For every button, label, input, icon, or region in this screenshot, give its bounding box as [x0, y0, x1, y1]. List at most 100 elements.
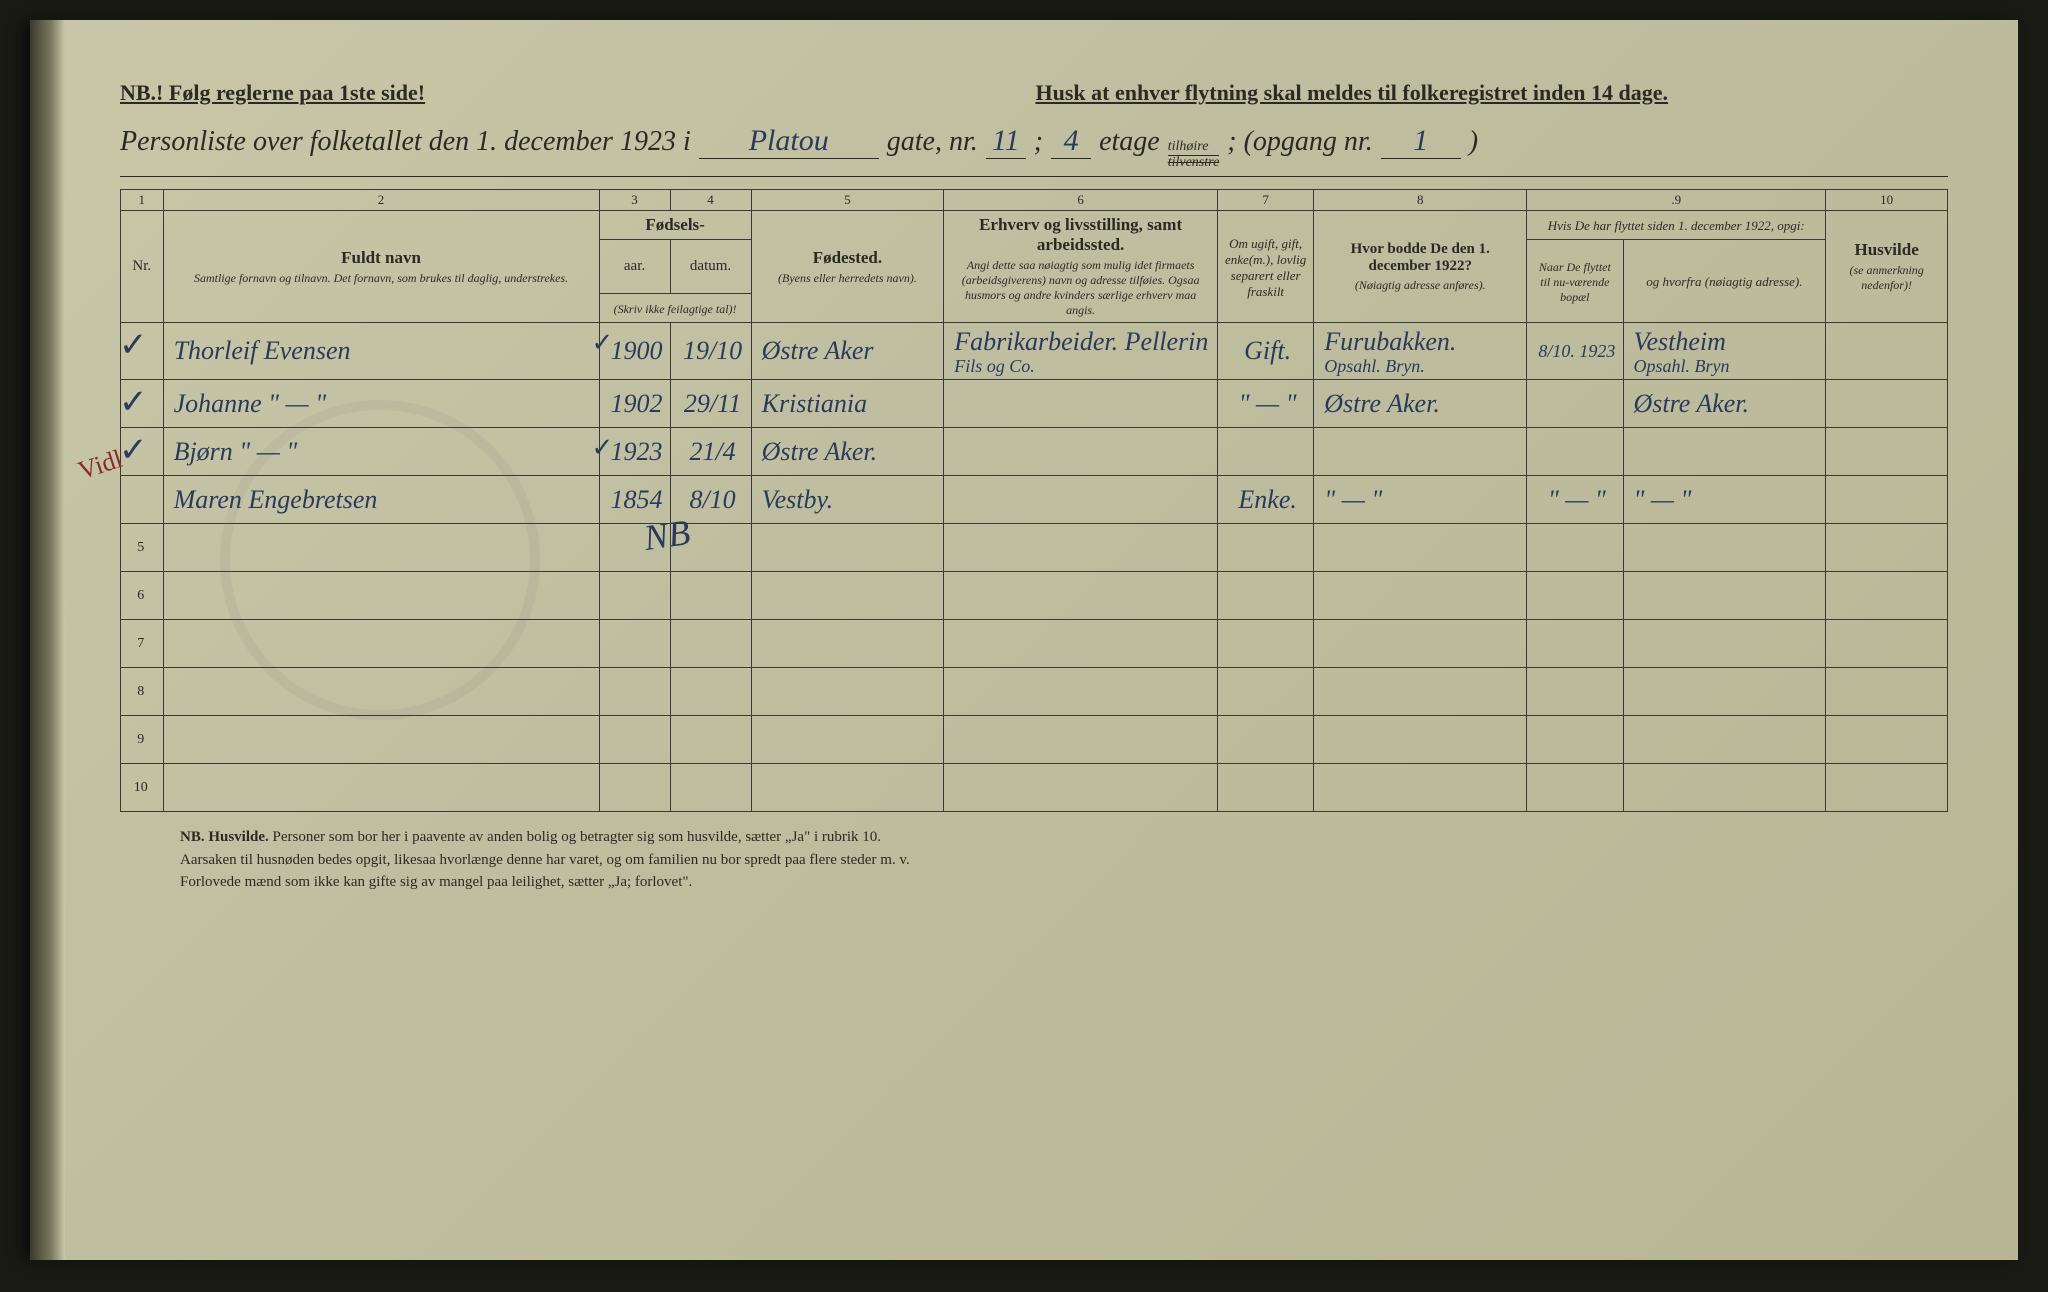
empty — [751, 668, 944, 716]
cell-birthplace: Østre Aker — [751, 323, 944, 380]
colnum: 1 — [121, 190, 164, 211]
cell-prev — [1314, 428, 1527, 476]
row-nr: 5 — [121, 524, 164, 572]
empty — [1527, 668, 1623, 716]
gate-nr: 11 — [986, 124, 1026, 159]
empty — [1217, 668, 1313, 716]
empty: NB — [163, 524, 599, 572]
census-page: NB.! Følg reglerne paa 1ste side! Husk a… — [30, 20, 2018, 1260]
empty — [1217, 524, 1313, 572]
check-icon: ✓ — [592, 327, 614, 358]
hdr-when: Naar De flyttet til nu-værende bopæl — [1527, 240, 1623, 323]
empty — [599, 716, 670, 764]
empty — [670, 764, 751, 812]
footer-l2: Aarsaken til husnøden bedes opgit, likes… — [180, 852, 910, 868]
occ-sub: Fils og Co. — [954, 357, 1211, 375]
cell-birthplace: Østre Aker. — [751, 428, 944, 476]
empty — [1527, 716, 1623, 764]
colnum: .9 — [1527, 190, 1826, 211]
cell-marital: Gift. — [1217, 323, 1313, 380]
colnum: 5 — [751, 190, 944, 211]
empty — [944, 668, 1218, 716]
cell-occupation: Fabrikarbeider. Pellerin Fils og Co. — [944, 323, 1218, 380]
cell-from: Vestheim Opsahl. Bryn — [1623, 323, 1826, 380]
hdr-birth-group: Fødsels- — [599, 211, 751, 240]
etage-label: etage — [1099, 126, 1160, 158]
table-row: ✓ Johanne " — " 1902 29/11 Kristiania " … — [121, 380, 1948, 428]
semicolon: ; — [1034, 126, 1043, 158]
empty — [1527, 620, 1623, 668]
cell-birthplace: Kristiania — [751, 380, 944, 428]
hdr-bp-sub: (Byens eller herredets navn). — [758, 271, 938, 286]
header-row-1: Nr. Fuldt navn Samtlige fornavn og tilna… — [121, 211, 1948, 240]
cell-husvilde — [1826, 476, 1948, 524]
empty — [1314, 524, 1527, 572]
row-nr: 9 — [121, 716, 164, 764]
cell-husvilde — [1826, 428, 1948, 476]
colnum: 10 — [1826, 190, 1948, 211]
cell-prev: Furubakken. Opsahl. Bryn. — [1314, 323, 1527, 380]
empty — [1314, 764, 1527, 812]
red-annotation: Vidl — [74, 444, 126, 486]
empty — [670, 524, 751, 572]
top-notices: NB.! Følg reglerne paa 1ste side! Husk a… — [120, 80, 1948, 106]
cell-year: 1902 — [599, 380, 670, 428]
footer-lead: NB. Husvilde. — [180, 829, 269, 845]
hdr-from: og hvorfra (nøiagtig adresse). — [1623, 240, 1826, 323]
hdr-name-sub: Samtlige fornavn og tilnavn. Det fornavn… — [170, 271, 593, 286]
cell-occupation — [944, 380, 1218, 428]
empty — [751, 524, 944, 572]
footer-l3: Forlovede mænd som ikke kan gifte sig av… — [180, 874, 692, 890]
hdr-birth-note-txt: (Skriv ikke feilagtige tal)! — [606, 302, 745, 317]
cell-from — [1623, 428, 1826, 476]
hdr-birthplace: Fødested. (Byens eller herredets navn). — [751, 211, 944, 323]
footer-l1: Personer som bor her i paavente av anden… — [273, 829, 881, 845]
hdr-from-txt: og hvorfra (nøiagtig adresse). — [1630, 274, 1820, 290]
opgang-nr: 1 — [1381, 124, 1461, 159]
empty — [599, 620, 670, 668]
hdr-date: datum. — [670, 240, 751, 294]
cell-name: Johanne " — " — [163, 380, 599, 428]
table-row: Maren Engebretsen 1854 8/10 Vestby. Enke… — [121, 476, 1948, 524]
street-name: Platou — [699, 124, 879, 159]
row-nr: 10 — [121, 764, 164, 812]
hdr-moved-group: Hvis De har flyttet siden 1. december 19… — [1527, 211, 1826, 240]
hdr-name-main: Fuldt navn — [341, 248, 421, 267]
hdr-prev-main: Hvor bodde De den 1. december 1922? — [1351, 241, 1490, 274]
empty — [670, 572, 751, 620]
empty — [751, 716, 944, 764]
check-icon: ✓ — [592, 432, 614, 463]
empty — [1217, 620, 1313, 668]
cell-date: 29/11 — [670, 380, 751, 428]
census-table: 1 2 3 4 5 6 7 8 .9 10 Nr. Fuldt navn Sam… — [120, 189, 1948, 812]
colnum: 7 — [1217, 190, 1313, 211]
nb-notice: NB.! Følg reglerne paa 1ste side! — [120, 80, 425, 106]
year-val: 1923 — [611, 437, 663, 466]
empty — [1826, 620, 1948, 668]
cell-when — [1527, 428, 1623, 476]
cell-marital: Enke. — [1217, 476, 1313, 524]
side-fraction: tilhøire tilvenstre — [1168, 140, 1220, 170]
cell-when: 8/10. 1923 — [1527, 323, 1623, 380]
empty — [1623, 764, 1826, 812]
empty — [670, 716, 751, 764]
table-row: 8 — [121, 668, 1948, 716]
hdr-occ-sub: Angi dette saa nøiagtig som mulig idet f… — [950, 258, 1211, 318]
empty — [1623, 572, 1826, 620]
hdr-prev: Hvor bodde De den 1. december 1922? (Nøi… — [1314, 211, 1527, 323]
colnum: 6 — [944, 190, 1218, 211]
hdr-birth-note: (Skriv ikke feilagtige tal)! — [599, 293, 751, 322]
empty — [163, 668, 599, 716]
cell-marital — [1217, 428, 1313, 476]
side-top: tilhøire — [1168, 140, 1220, 156]
cell-when — [1527, 380, 1623, 428]
hdr-year: aar. — [599, 240, 670, 294]
table-row: ✓ Bjørn " — " ✓1923 21/4 Østre Aker. — [121, 428, 1948, 476]
table-row: 7 — [121, 620, 1948, 668]
empty — [1527, 764, 1623, 812]
empty — [1217, 716, 1313, 764]
row-nr: ✓ — [121, 380, 164, 428]
husk-notice: Husk at enhver flytning skal meldes til … — [1035, 80, 1668, 106]
empty — [1314, 716, 1527, 764]
row-nr: 7 — [121, 620, 164, 668]
